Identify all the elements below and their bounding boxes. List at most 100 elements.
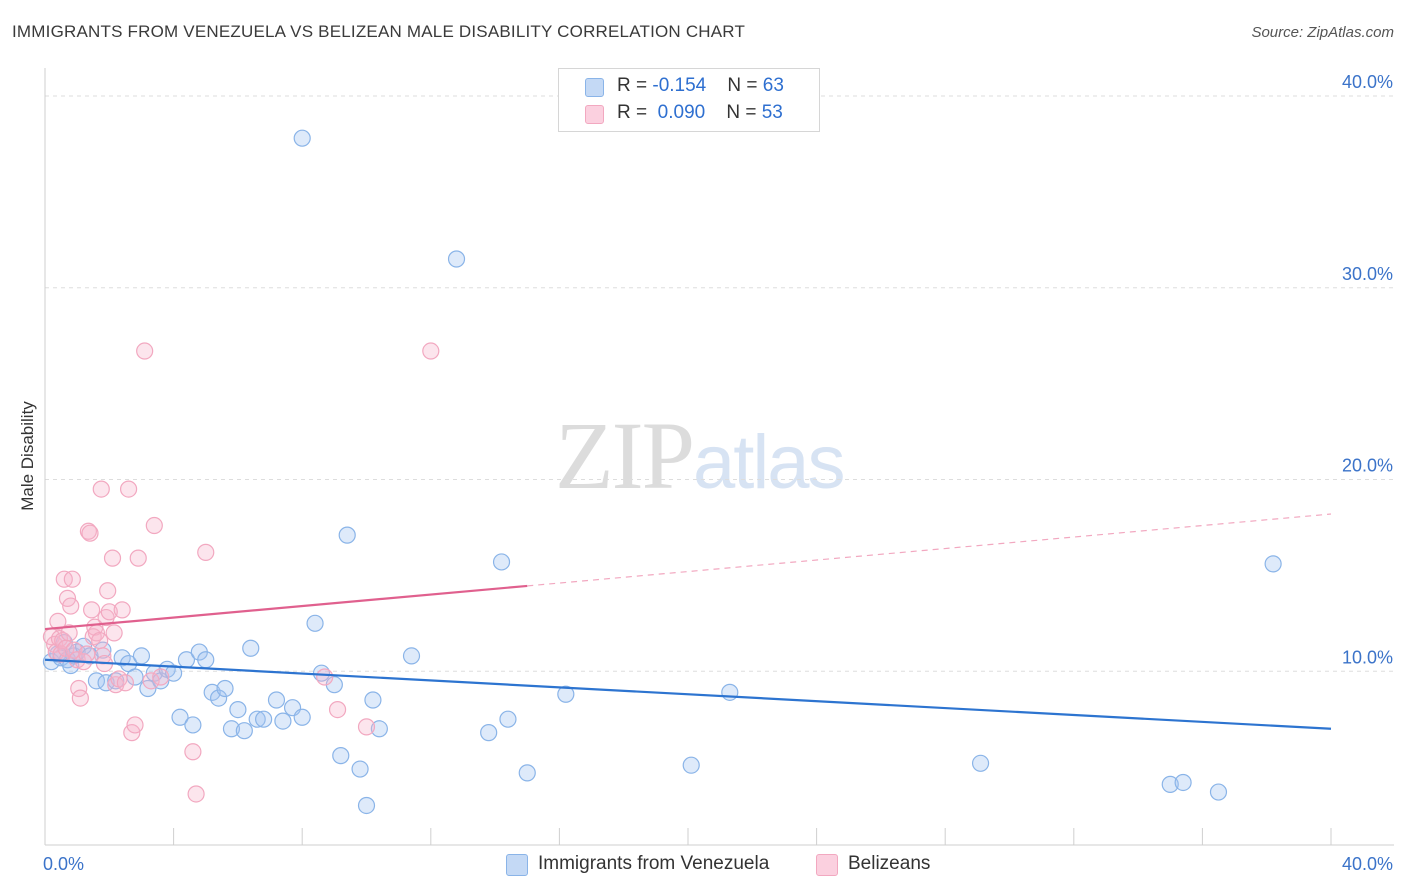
point-venezuela-37 [267,691,286,709]
x-tick-label-left: 0.0% [43,854,84,874]
point-venezuela-25 [184,716,202,734]
point-venezuela-35 [248,710,266,728]
point-belizeans-44 [145,516,163,535]
point-venezuela-61 [1161,775,1179,793]
point-belizeans-10 [60,624,78,642]
point-venezuela-42 [306,614,324,632]
point-belizeans-49 [316,668,334,686]
series-swatch-venezuela [506,854,528,876]
point-belizeans-32 [103,549,122,567]
series-label-venezuela: Immigrants from Venezuela [538,853,770,874]
point-venezuela-50 [370,720,388,738]
point-venezuela-54 [492,553,511,571]
trend-line-belizeans [44,584,528,631]
source-label: Source: ZipAtlas.com [1251,24,1394,41]
y-tick-label-2: 30.0% [1342,264,1393,284]
point-venezuela-48 [357,796,376,815]
point-venezuela-53 [480,724,498,742]
x-tick-label-right: 40.0% [1342,854,1393,874]
legend-n-value-belizeans: 53 [761,102,783,123]
point-belizeans-3 [49,612,67,630]
legend-r-label: R = [617,102,653,123]
point-belizeans-41 [129,549,147,567]
trend-line-dashed-belizeans [527,513,1332,587]
point-belizeans-26 [92,480,110,498]
point-venezuela-63 [1209,783,1228,801]
point-venezuela-14 [113,649,131,667]
y-axis-title: Male Disability [18,401,37,511]
point-venezuela-36 [255,710,273,728]
watermark-zip: ZIP [555,402,695,509]
point-venezuela-40 [293,708,311,726]
point-venezuela-51 [402,647,421,665]
point-belizeans-46 [184,743,202,761]
legend-r-value-belizeans: 0.090 [657,102,706,123]
point-venezuela-23 [171,708,189,726]
point-venezuela-32 [229,700,247,719]
legend-r-label: R = [617,75,653,96]
point-belizeans-20 [81,524,99,542]
point-venezuela-30 [216,679,234,698]
point-belizeans-38 [119,480,138,498]
point-venezuela-28 [203,683,221,701]
point-belizeans-52 [422,342,440,360]
point-venezuela-55 [499,710,517,728]
point-belizeans-33 [105,624,123,642]
point-belizeans-42 [136,342,154,360]
legend-text-belizeans: R = 0.090 N = 53 [617,102,783,124]
chart-title: IMMIGRANTS FROM VENEZUELA VS BELIZEAN MA… [12,22,746,41]
point-venezuela-41 [293,129,311,147]
point-venezuela-60 [971,754,990,772]
point-venezuela-45 [332,747,350,765]
point-belizeans-45 [152,668,170,686]
point-belizeans-36 [113,601,131,619]
legend-swatch-venezuela [585,78,604,97]
point-belizeans-18 [78,645,96,663]
point-venezuela-38 [274,712,292,730]
point-belizeans-37 [116,674,134,692]
watermark-atlas: atlas [693,420,846,505]
point-venezuela-11 [94,641,112,659]
point-belizeans-12 [63,570,81,588]
point-belizeans-40 [126,716,144,734]
point-belizeans-11 [62,597,80,615]
point-belizeans-47 [187,785,205,803]
point-belizeans-25 [91,631,109,650]
point-belizeans-13 [65,641,83,659]
point-venezuela-47 [351,760,369,778]
legend-n-label: N = [727,75,763,96]
watermark: ZIPatlas [555,400,846,511]
y-tick-label-1: 20.0% [1342,456,1393,476]
series-label-belizeans: Belizeans [848,853,931,874]
point-venezuela-59 [721,683,739,701]
point-belizeans-14 [68,651,86,669]
point-belizeans-21 [83,601,101,619]
legend-n-label: N = [726,102,762,123]
point-venezuela-46 [338,526,356,544]
point-venezuela-52 [447,250,466,268]
point-belizeans-16 [71,689,89,707]
point-belizeans-50 [328,700,347,719]
point-venezuela-62 [1174,773,1192,792]
legend-text-venezuela: R = -0.154 N = 63 [617,75,784,97]
point-venezuela-29 [210,689,228,707]
point-venezuela-57 [557,685,575,703]
legend-r-value-venezuela: -0.154 [652,75,707,96]
correlation-legend: R = -0.154 N = 63 R = 0.090 N = 53 [558,68,820,132]
point-venezuela-56 [518,764,536,782]
legend-swatch-belizeans [585,105,604,124]
point-venezuela-27 [197,651,215,669]
point-venezuela-33 [235,722,253,740]
point-belizeans-43 [142,672,160,690]
point-belizeans-51 [357,718,376,736]
legend-n-value-venezuela: 63 [762,75,784,96]
series-swatch-belizeans [816,854,838,876]
point-belizeans-30 [99,582,117,600]
point-venezuela-64 [1264,555,1282,573]
point-venezuela-58 [682,756,700,774]
point-venezuela-17 [132,647,151,665]
trend-line-venezuela [44,658,1332,730]
y-tick-label-3: 40.0% [1342,72,1393,92]
y-tick-label-0: 10.0% [1342,647,1393,667]
